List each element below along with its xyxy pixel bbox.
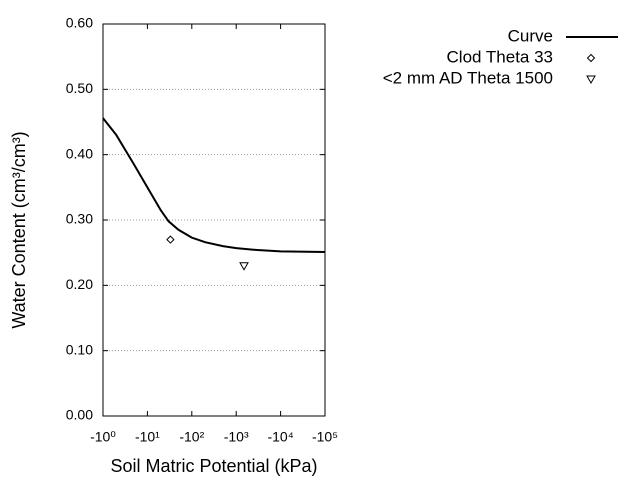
y-tick-label: 0.20 — [66, 276, 93, 292]
y-tick-label: 0.30 — [66, 211, 93, 227]
legend-label: Clod Theta 33 — [447, 47, 553, 66]
y-tick-label: 0.40 — [66, 145, 93, 161]
triangle-marker — [586, 75, 596, 85]
x-tick-label: -10⁵ — [312, 429, 338, 445]
legend-label: <2 mm AD Theta 1500 — [383, 68, 553, 87]
y-tick-label: 0.50 — [66, 80, 93, 96]
y-tick-label: 0.10 — [66, 341, 93, 357]
triangle-marker — [239, 262, 249, 271]
y-tick-label: 0.60 — [66, 15, 93, 31]
x-tick-label: -10⁴ — [267, 429, 293, 445]
x-tick-label: -10¹ — [135, 429, 160, 445]
curve-line — [102, 117, 326, 254]
x-tick-label: -10² — [179, 429, 204, 445]
x-tick-label: -10⁰ — [90, 429, 116, 445]
x-tick-label: -10³ — [224, 429, 249, 445]
legend-label: Curve — [508, 26, 553, 45]
x-axis-label: Soil Matric Potential (kPa) — [110, 456, 317, 476]
y-axis-label: Water Content (cm³/cm³) — [9, 131, 29, 328]
y-tick-label: 0.00 — [66, 407, 93, 423]
diamond-marker — [166, 235, 175, 244]
diamond-marker — [586, 53, 596, 63]
